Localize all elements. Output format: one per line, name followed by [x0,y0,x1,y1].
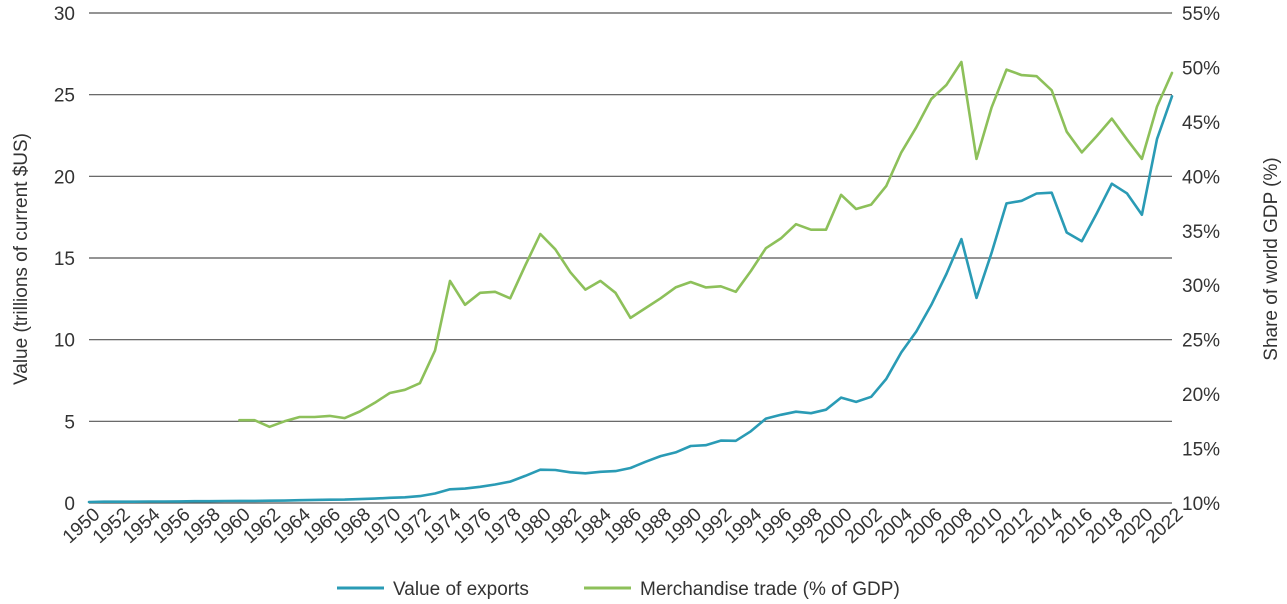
series-line-exports [87,95,1174,504]
y2-axis-title: Share of world GDP (%) [1261,157,1282,360]
y2-tick-label: 45% [1182,113,1220,134]
y2-tick-label: 35% [1182,222,1220,243]
x-axis-ticks: 1950195219541956195819601962196419661968… [59,504,1187,548]
y2-tick-label: 10% [1182,494,1220,515]
y2-tick-label: 15% [1182,440,1220,461]
gridlines [89,12,1172,504]
y-tick-label: 5 [64,412,75,433]
y-axis-ticks: 0 5 10 15 20 25 30 [54,4,75,515]
y-tick-label: 15 [54,249,75,270]
series-line-trade [238,60,1174,429]
series-layer [87,60,1174,504]
y2-tick-label: 50% [1182,58,1220,79]
legend: Value of exports Merchandise trade (% of… [337,579,900,600]
y2-tick-label: 40% [1182,167,1220,188]
y-tick-label: 25 [54,86,75,107]
y2-tick-label: 55% [1182,4,1220,25]
y2-tick-label: 20% [1182,385,1220,406]
legend-label-trade: Merchandise trade (% of GDP) [640,579,900,600]
y-axis-title: Value (trillions of current $US) [11,133,32,385]
y2-tick-label: 30% [1182,276,1220,297]
y-tick-label: 30 [54,4,75,25]
y-tick-label: 10 [54,331,75,352]
y-tick-label: 0 [64,494,75,515]
legend-label-exports: Value of exports [393,579,529,600]
y2-axis-ticks: 10% 15% 20% 25% 30% 35% 40% 45% 50% 55% [1182,4,1220,515]
y-tick-label: 20 [54,167,75,188]
y2-tick-label: 25% [1182,331,1220,352]
